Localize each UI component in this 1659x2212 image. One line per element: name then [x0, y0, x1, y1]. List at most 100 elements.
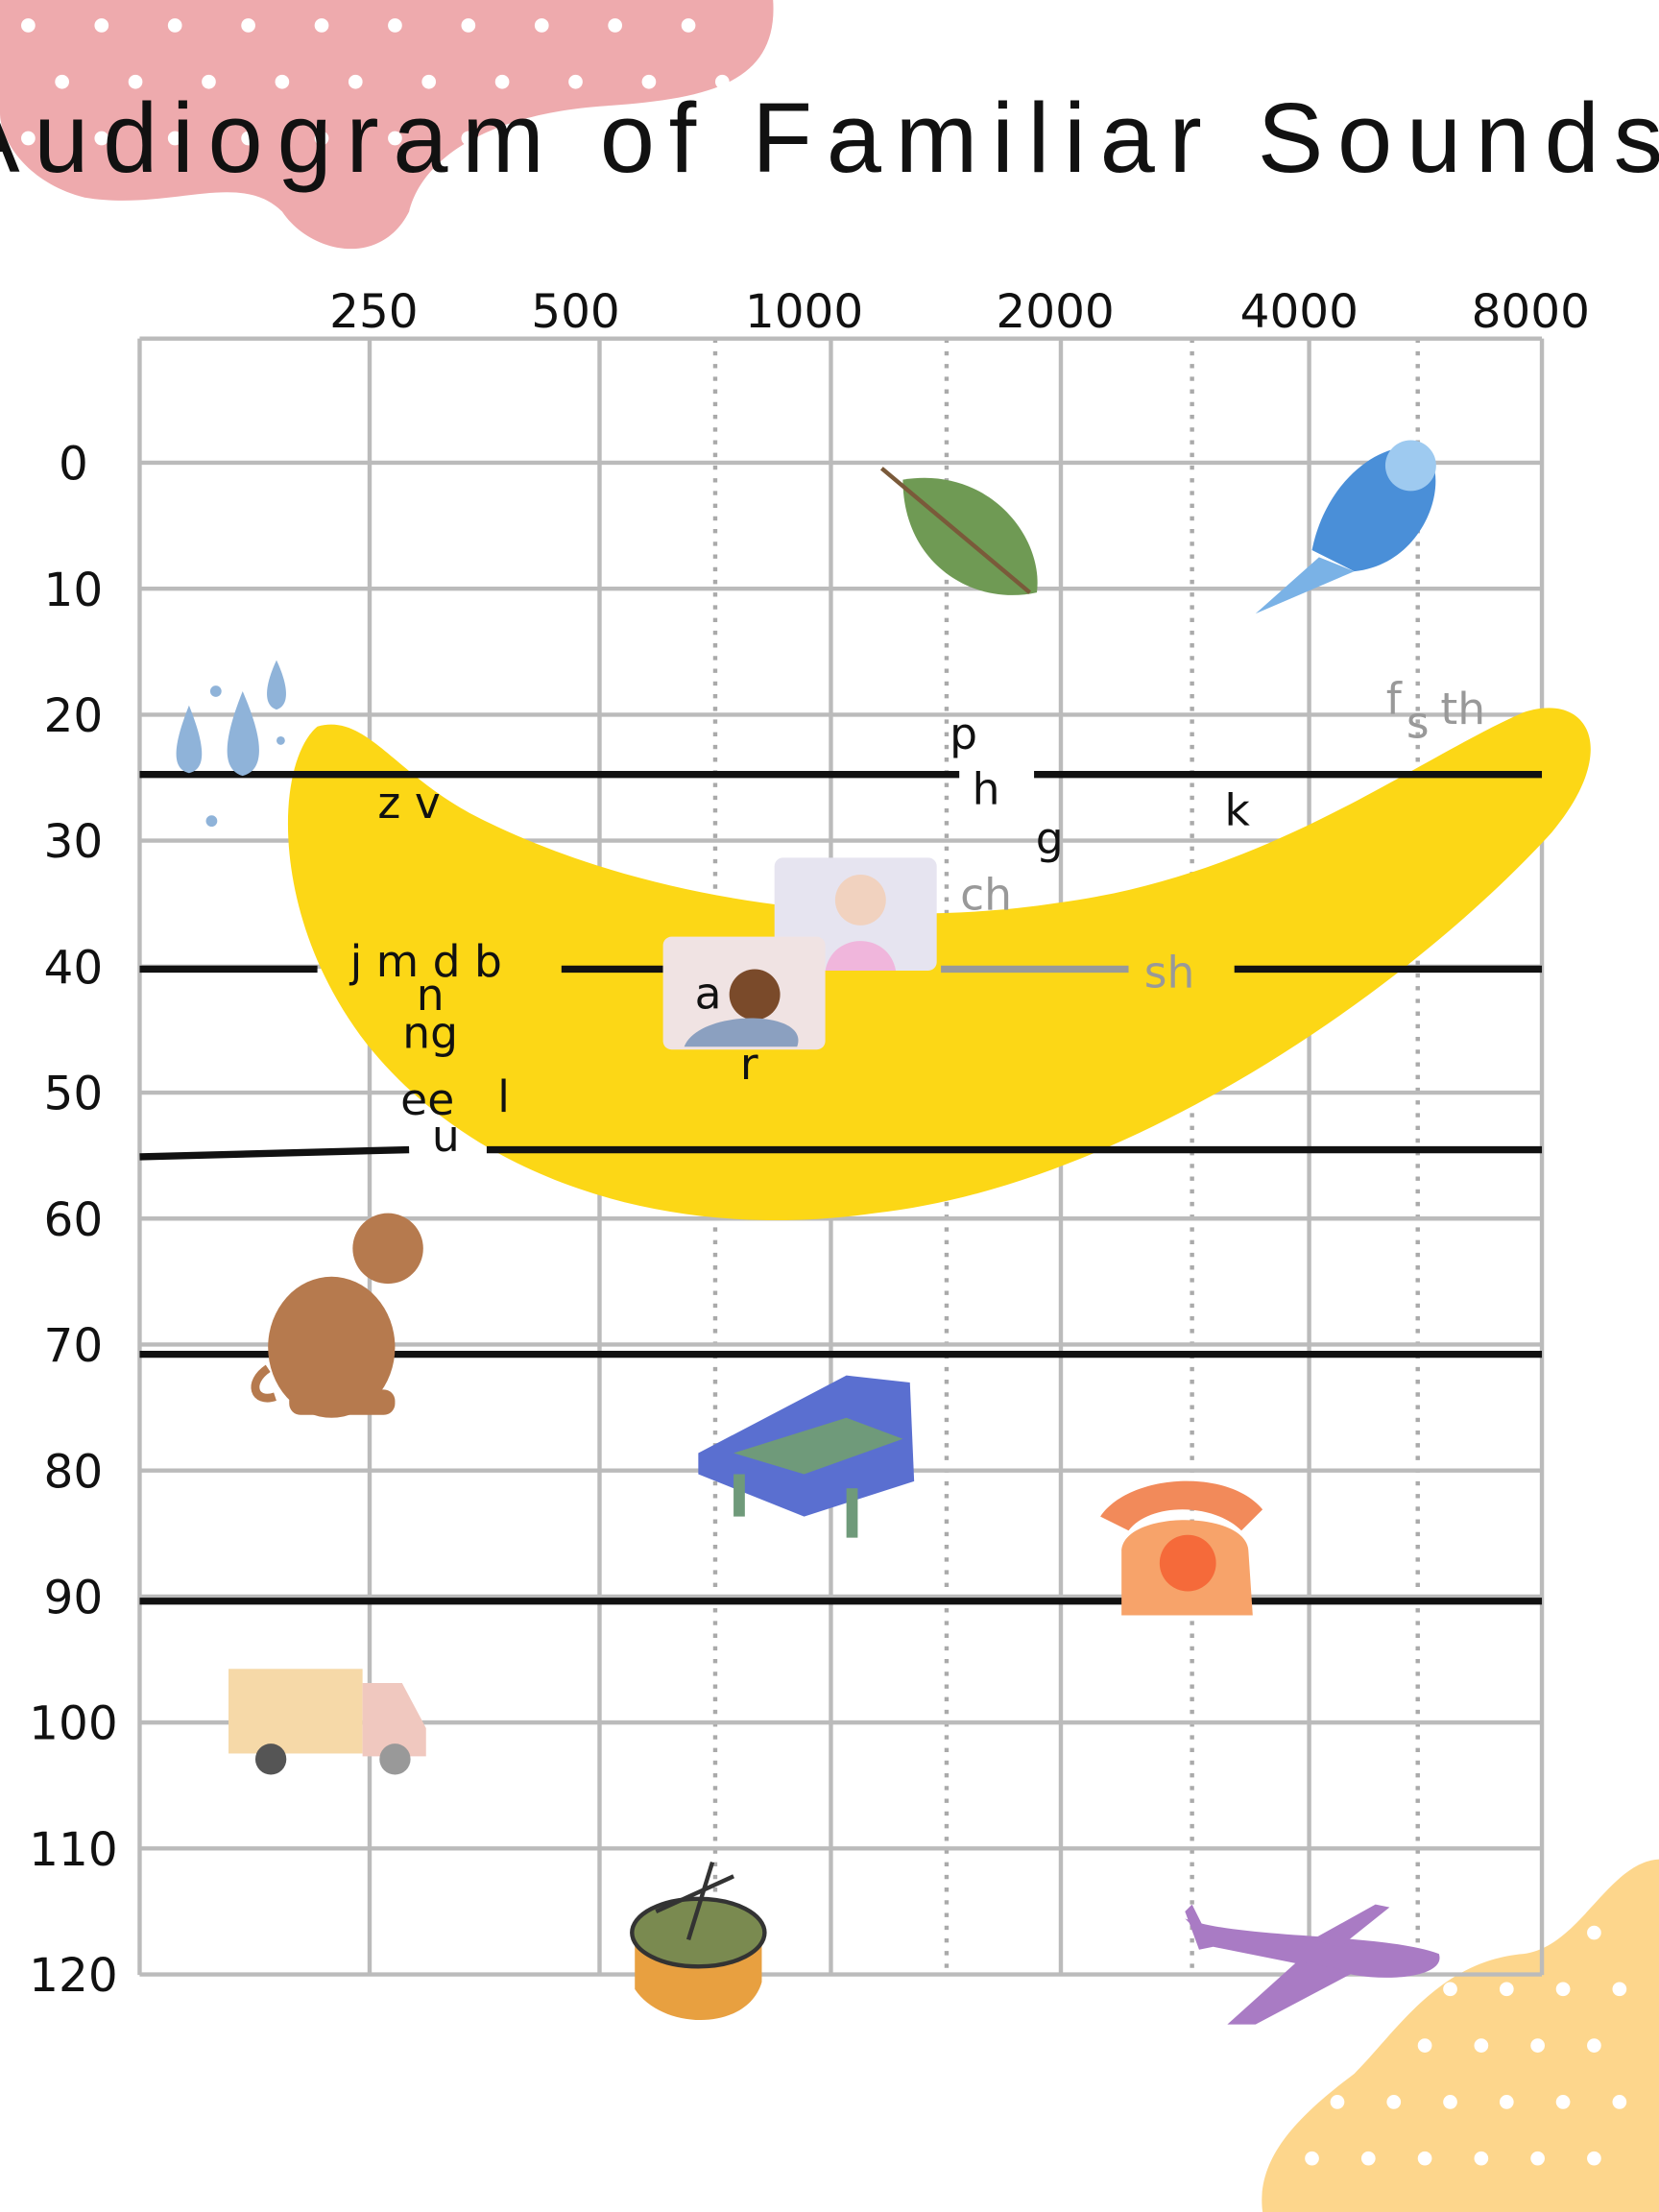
speech-sound: ee — [400, 1074, 454, 1125]
level-label: 30 — [44, 815, 104, 869]
dot — [1305, 2151, 1319, 2166]
dot — [1305, 2038, 1319, 2053]
dot — [167, 131, 182, 146]
dot — [1587, 2038, 1601, 2053]
dot — [681, 18, 696, 33]
decor-bottom — [1262, 1859, 1659, 2212]
dot — [1474, 1925, 1489, 1940]
speech-sound: f — [1386, 674, 1403, 725]
frequency-label: 1000 — [745, 285, 863, 339]
speech-sound: l — [497, 1071, 510, 1122]
dot — [241, 131, 255, 146]
speech-sound: h — [973, 764, 1000, 815]
dot — [1474, 2038, 1489, 2053]
speech-sound: k — [1224, 785, 1250, 836]
dot — [1417, 2151, 1432, 2166]
dot — [128, 74, 143, 89]
level-label: 100 — [29, 1697, 118, 1751]
dot — [21, 131, 36, 146]
frequency-label: 500 — [531, 285, 620, 339]
frequency-label: 250 — [329, 285, 419, 339]
dot — [1499, 1982, 1514, 1997]
drum — [630, 1861, 767, 2021]
speech-sound: sh — [1144, 948, 1195, 998]
dot — [534, 18, 549, 33]
dot — [1360, 2151, 1376, 2166]
speech-sound: ng — [402, 1008, 458, 1059]
level-lines — [139, 771, 1543, 1605]
dot — [55, 74, 69, 89]
speech-sound: n — [417, 970, 445, 1021]
dot — [388, 131, 402, 146]
speech-sound: g — [1036, 813, 1064, 864]
dot — [241, 18, 255, 33]
level-label: 90 — [44, 1572, 104, 1625]
speech-sound: z v — [377, 778, 440, 829]
frequency-label: 4000 — [1240, 285, 1358, 339]
truck — [228, 1669, 426, 1775]
dot — [681, 131, 696, 146]
dot — [534, 131, 549, 146]
dot — [94, 131, 109, 146]
dot — [608, 131, 622, 146]
piano — [698, 1375, 915, 1538]
dot — [1530, 2151, 1545, 2166]
dot — [1443, 1982, 1457, 1997]
dot — [568, 74, 583, 89]
level-label: 20 — [44, 689, 104, 743]
dot — [348, 74, 363, 89]
dot — [1474, 2151, 1489, 2166]
dot — [202, 74, 216, 89]
dot — [1499, 2095, 1514, 2109]
leaf — [879, 467, 1038, 595]
level-label: 0 — [59, 438, 88, 492]
man-avatar — [662, 936, 826, 1050]
dot — [1360, 2038, 1376, 2053]
dot — [314, 131, 329, 146]
dot — [1530, 2038, 1545, 2053]
raindrops — [176, 660, 286, 828]
speech-sound: s — [1407, 697, 1430, 748]
dot — [1612, 1982, 1627, 1997]
telephone — [1100, 1480, 1263, 1616]
dot — [94, 18, 109, 33]
dot — [1417, 2038, 1432, 2053]
level-label: 10 — [44, 564, 104, 617]
dot — [461, 131, 476, 146]
title: Audiogram of Familiar Sounds — [0, 83, 1659, 193]
level-label: 70 — [44, 1319, 104, 1373]
dot — [1443, 2095, 1457, 2109]
speech-sound: j m d b — [349, 936, 502, 987]
level-label: 110 — [29, 1823, 118, 1877]
dot — [494, 74, 510, 89]
dot — [1360, 1925, 1376, 1940]
dot — [1386, 2095, 1402, 2109]
dot — [641, 74, 657, 89]
dot — [1330, 1982, 1345, 1997]
level-label: 40 — [44, 941, 104, 995]
dot — [1587, 2151, 1601, 2166]
dot — [167, 18, 182, 33]
speech-banana — [287, 708, 1591, 1221]
level-label: 120 — [29, 1949, 118, 2003]
dot — [714, 74, 730, 89]
dot — [1386, 1982, 1402, 1997]
airplane — [1185, 1904, 1440, 2025]
speech-sound: p — [950, 709, 977, 759]
bird — [1255, 440, 1436, 614]
level-label: 50 — [44, 1068, 104, 1121]
speech-sound: u — [432, 1111, 460, 1162]
dot — [1330, 2095, 1345, 2109]
dot — [608, 18, 622, 33]
decor-dots — [21, 18, 1627, 2166]
level-label: 60 — [44, 1193, 104, 1247]
frequency-label: 8000 — [1472, 285, 1590, 339]
dot — [1587, 1925, 1601, 1940]
dog — [251, 1213, 423, 1418]
dot — [314, 18, 329, 33]
speech-sound: r — [740, 1039, 758, 1090]
frequency-label: 2000 — [996, 285, 1114, 339]
dot — [1612, 2095, 1627, 2109]
